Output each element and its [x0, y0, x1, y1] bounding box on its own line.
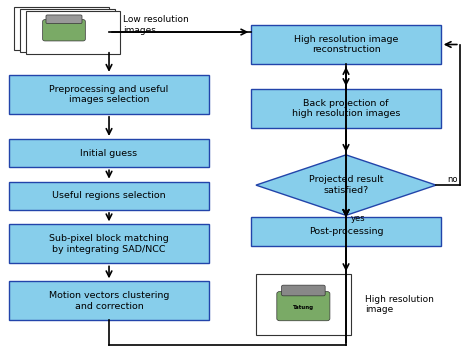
Text: Useful regions selection: Useful regions selection — [52, 191, 166, 200]
Text: High resolution
image: High resolution image — [365, 295, 434, 314]
FancyBboxPatch shape — [9, 139, 209, 167]
Polygon shape — [256, 155, 436, 215]
FancyBboxPatch shape — [277, 292, 330, 321]
FancyBboxPatch shape — [251, 25, 441, 64]
FancyBboxPatch shape — [256, 274, 351, 335]
FancyBboxPatch shape — [9, 182, 209, 210]
Text: Tatung: Tatung — [293, 305, 314, 310]
FancyBboxPatch shape — [282, 285, 325, 296]
Text: Post-processing: Post-processing — [309, 227, 383, 236]
Text: yes: yes — [351, 214, 365, 223]
Text: Projected result
satisfied?: Projected result satisfied? — [309, 176, 383, 195]
FancyBboxPatch shape — [14, 7, 109, 50]
FancyBboxPatch shape — [251, 217, 441, 246]
Text: Sub-pixel block matching
by integrating SAD/NCC: Sub-pixel block matching by integrating … — [49, 234, 169, 253]
Text: Initial guess: Initial guess — [81, 148, 137, 158]
Text: Preprocessing and useful
images selection: Preprocessing and useful images selectio… — [49, 85, 169, 104]
FancyBboxPatch shape — [46, 15, 82, 23]
FancyBboxPatch shape — [43, 20, 85, 41]
FancyBboxPatch shape — [26, 11, 120, 54]
Text: no: no — [447, 174, 457, 184]
Text: Back projection of
high resolution images: Back projection of high resolution image… — [292, 99, 400, 118]
FancyBboxPatch shape — [20, 9, 115, 52]
Text: Low resolution
images: Low resolution images — [123, 15, 189, 35]
FancyBboxPatch shape — [9, 281, 209, 320]
FancyBboxPatch shape — [9, 224, 209, 263]
Text: High resolution image
reconstruction: High resolution image reconstruction — [294, 35, 398, 54]
Text: Motion vectors clustering
and correction: Motion vectors clustering and correction — [49, 291, 169, 310]
FancyBboxPatch shape — [251, 89, 441, 128]
FancyBboxPatch shape — [9, 75, 209, 114]
